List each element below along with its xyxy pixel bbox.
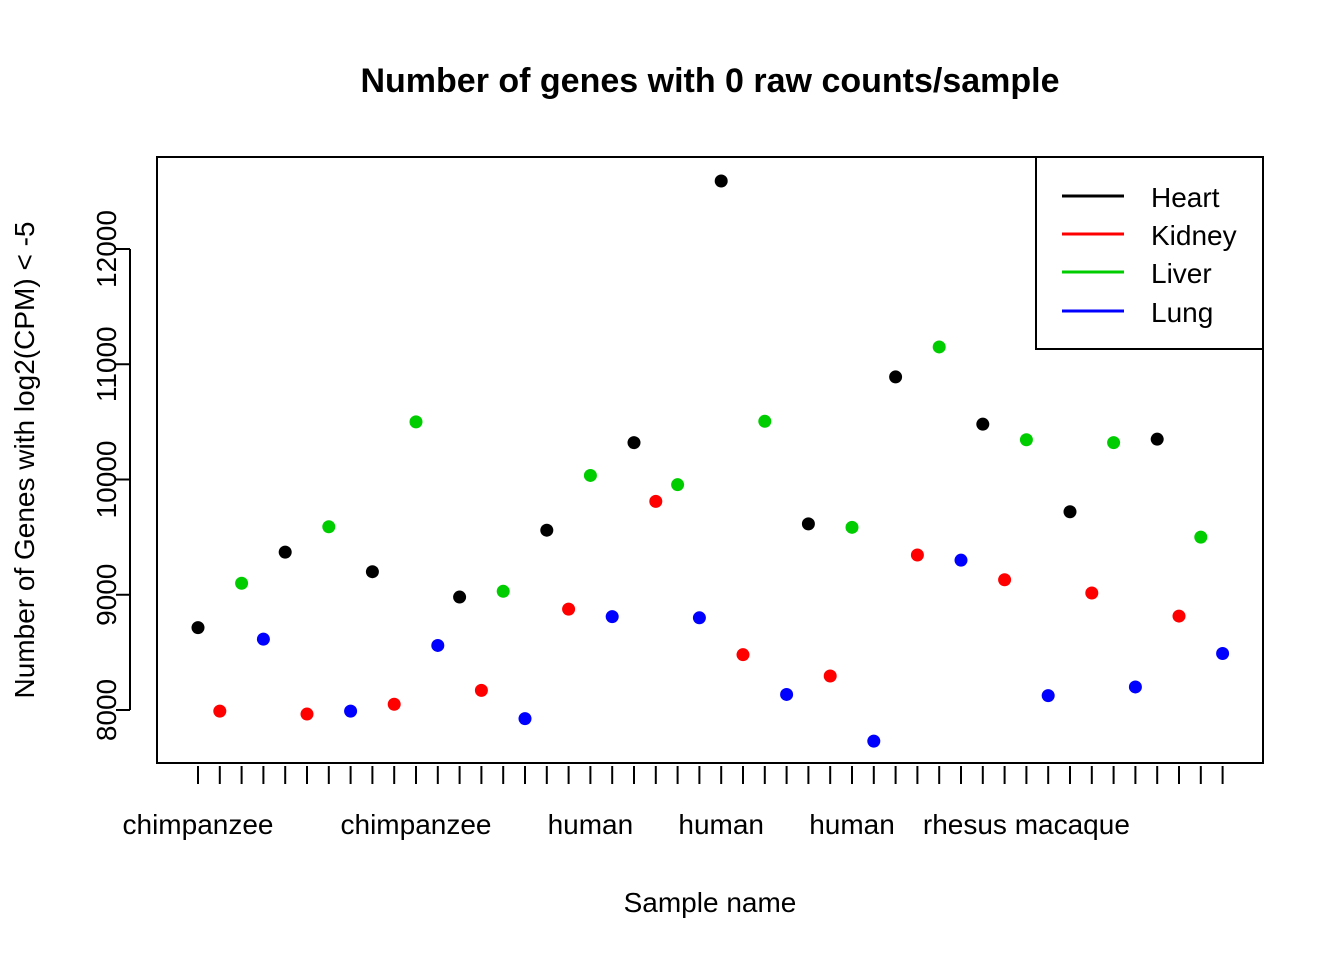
point-lung [780, 687, 794, 701]
x-tick-label: human [548, 809, 634, 840]
point-lung [431, 638, 445, 652]
point-heart [627, 436, 641, 450]
point-lung [256, 632, 270, 646]
legend-label-kidney: Kidney [1151, 220, 1237, 251]
y-tick-label: 10000 [91, 441, 122, 519]
point-heart [453, 590, 467, 604]
point-kidney [474, 683, 488, 697]
point-kidney [213, 704, 227, 718]
point-heart [801, 517, 815, 531]
point-lung [344, 704, 358, 718]
point-lung [867, 734, 881, 748]
point-liver [496, 584, 510, 598]
legend: Heart Kidney Liver Lung [1035, 156, 1264, 350]
plot-frame [156, 156, 1264, 764]
point-heart [976, 417, 990, 431]
point-liver [409, 415, 423, 429]
x-axis: chimpanzee chimpanzee human human human rhesu… [123, 766, 1224, 840]
x-tick-label: rhesus macaque [923, 809, 1130, 840]
y-tick-label: 8000 [91, 679, 122, 741]
point-liver [1107, 436, 1121, 450]
point-heart [278, 545, 292, 559]
point-lung [518, 712, 532, 726]
x-tick-label: human [809, 809, 895, 840]
point-liver [758, 414, 772, 428]
point-liver [1019, 433, 1033, 447]
point-heart [191, 621, 205, 635]
point-heart [889, 370, 903, 384]
x-tick-label: chimpanzee [123, 809, 274, 840]
point-liver [235, 576, 249, 590]
point-liver [932, 340, 946, 354]
point-lung [1128, 680, 1142, 694]
y-tick-label: 9000 [91, 564, 122, 626]
point-kidney [562, 602, 576, 616]
point-liver [845, 520, 859, 534]
point-kidney [910, 548, 924, 562]
point-lung [954, 553, 968, 567]
point-kidney [649, 494, 663, 508]
y-tick-label: 12000 [91, 210, 122, 288]
legend-label-liver: Liver [1151, 258, 1212, 289]
point-heart [714, 174, 728, 188]
point-kidney [823, 669, 837, 683]
point-liver [671, 478, 685, 492]
legend-label-lung: Lung [1151, 297, 1213, 328]
x-tick-label: chimpanzee [341, 809, 492, 840]
y-axis: 8000 9000 10000 11000 12000 [91, 210, 131, 741]
x-tick-label: human [678, 809, 764, 840]
point-lung [605, 610, 619, 624]
point-lung [692, 611, 706, 625]
point-kidney [1172, 609, 1186, 623]
point-kidney [998, 573, 1012, 587]
point-heart [1150, 432, 1164, 446]
chart-title: Number of genes with 0 raw counts/sample [360, 62, 1059, 100]
point-kidney [387, 697, 401, 711]
legend-box [1035, 156, 1264, 350]
y-tick-label: 11000 [91, 326, 122, 402]
point-kidney [1085, 586, 1099, 600]
point-lung [1216, 647, 1230, 661]
point-liver [1194, 530, 1208, 544]
point-liver [583, 468, 597, 482]
point-lung [1041, 689, 1055, 703]
point-heart [1063, 505, 1077, 519]
point-heart [365, 565, 379, 579]
point-kidney [300, 707, 314, 721]
point-liver [322, 520, 336, 534]
point-kidney [736, 648, 750, 662]
x-axis-label: Sample name [624, 887, 797, 918]
y-axis-label: Number of Genes with log2(CPM) < -5 [9, 222, 40, 699]
data-points [191, 174, 1230, 748]
legend-label-heart: Heart [1151, 182, 1220, 213]
point-heart [540, 523, 554, 537]
